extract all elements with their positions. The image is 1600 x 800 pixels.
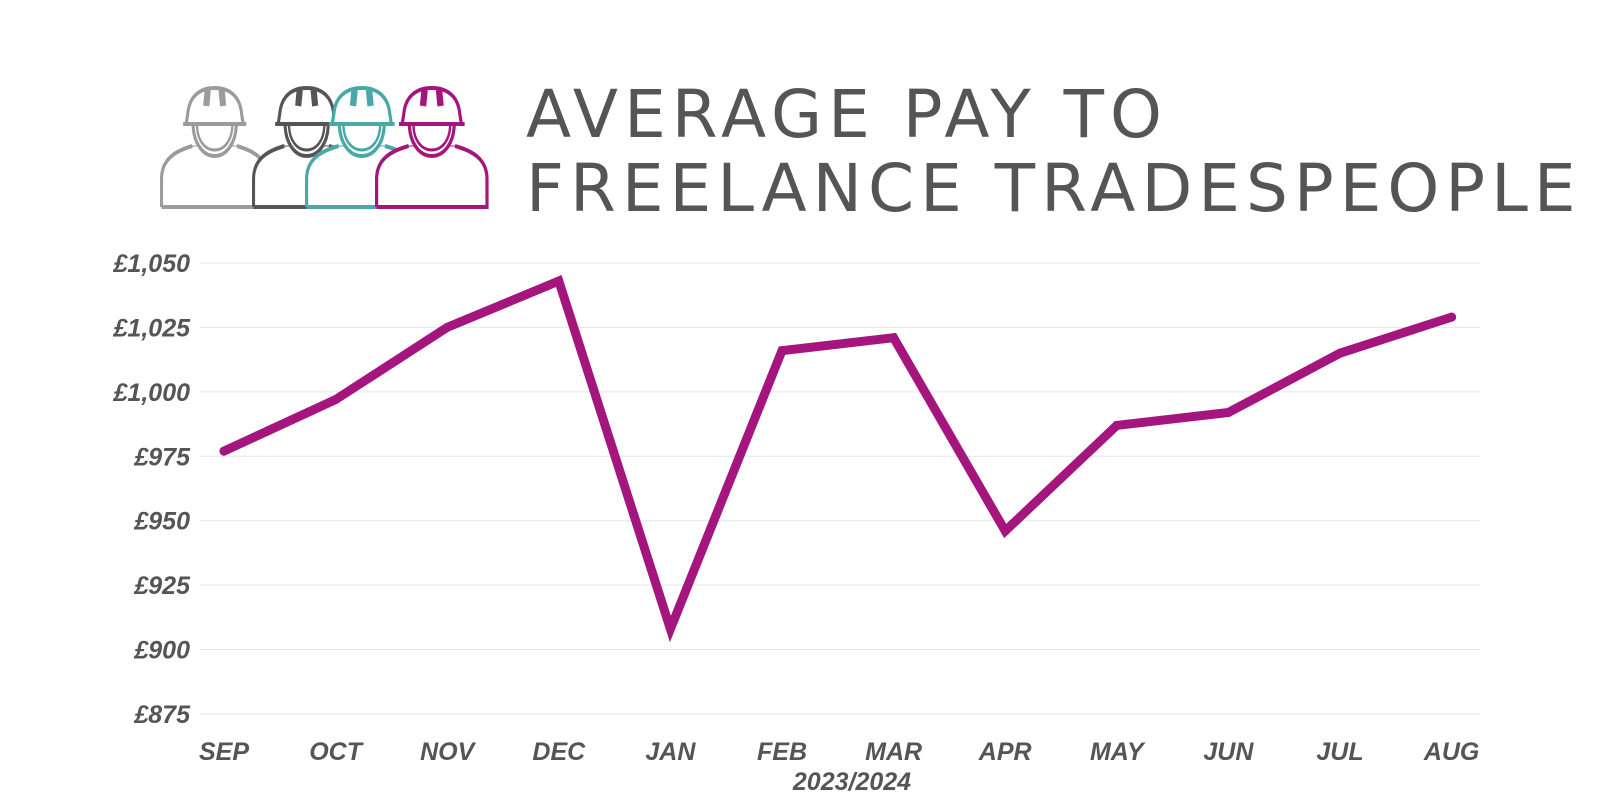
x-tick-label: JUN	[1203, 738, 1254, 766]
y-axis-tick-labels: £875 £900 £925 £950 £975 £1,000 £1,025 £1,050	[113, 250, 192, 729]
data-point	[1112, 420, 1122, 430]
x-tick-label: JUL	[1316, 738, 1363, 766]
x-axis-tick-labels: SEP OCT NOV DEC JAN FEB MAR APR MAY JUN JUL AUG	[199, 738, 1479, 766]
x-tick-label: MAR	[865, 738, 922, 766]
gridlines	[200, 262, 1480, 715]
tradespeople-icon-group	[160, 84, 490, 210]
x-tick-label: AUG	[1423, 738, 1480, 766]
y-tick-label: £950	[133, 508, 190, 536]
data-point	[331, 395, 341, 405]
x-tick-label: JAN	[645, 738, 696, 766]
x-axis-label: 2023/2024	[792, 768, 911, 796]
chart-title-line-2: FREELANCE TRADESPEOPLE	[526, 150, 1582, 227]
data-point	[889, 333, 899, 343]
y-tick-label: £875	[133, 701, 191, 729]
data-point	[442, 322, 452, 332]
tradesperson-icon-grey	[162, 88, 268, 207]
chart-title: AVERAGE PAY TO FREELANCE TRADESPEOPLE	[526, 78, 1582, 226]
data-point	[1447, 312, 1457, 322]
x-tick-label: NOV	[420, 738, 477, 766]
y-tick-label: £1,050	[113, 250, 191, 278]
y-tick-label: £925	[133, 572, 191, 600]
data-point	[219, 446, 229, 456]
data-point	[665, 624, 675, 634]
data-point	[1335, 348, 1345, 358]
series-line-average-pay	[219, 274, 1457, 643]
x-tick-label: DEC	[532, 738, 586, 766]
data-point	[777, 346, 787, 356]
x-tick-label: MAY	[1090, 738, 1146, 766]
chart-title-line-1: AVERAGE PAY TO	[526, 76, 1168, 153]
y-tick-label: £900	[133, 637, 190, 665]
y-tick-label: £975	[133, 443, 191, 471]
x-tick-label: SEP	[199, 738, 249, 766]
data-point	[1000, 526, 1010, 536]
y-tick-label: £1,025	[113, 314, 192, 342]
y-tick-label: £1,000	[113, 379, 191, 407]
data-point	[554, 276, 564, 286]
data-point	[1223, 407, 1233, 417]
x-tick-label: FEB	[757, 738, 807, 766]
x-tick-label: APR	[978, 738, 1032, 766]
x-tick-label: OCT	[309, 738, 365, 766]
data-points	[219, 276, 1457, 634]
